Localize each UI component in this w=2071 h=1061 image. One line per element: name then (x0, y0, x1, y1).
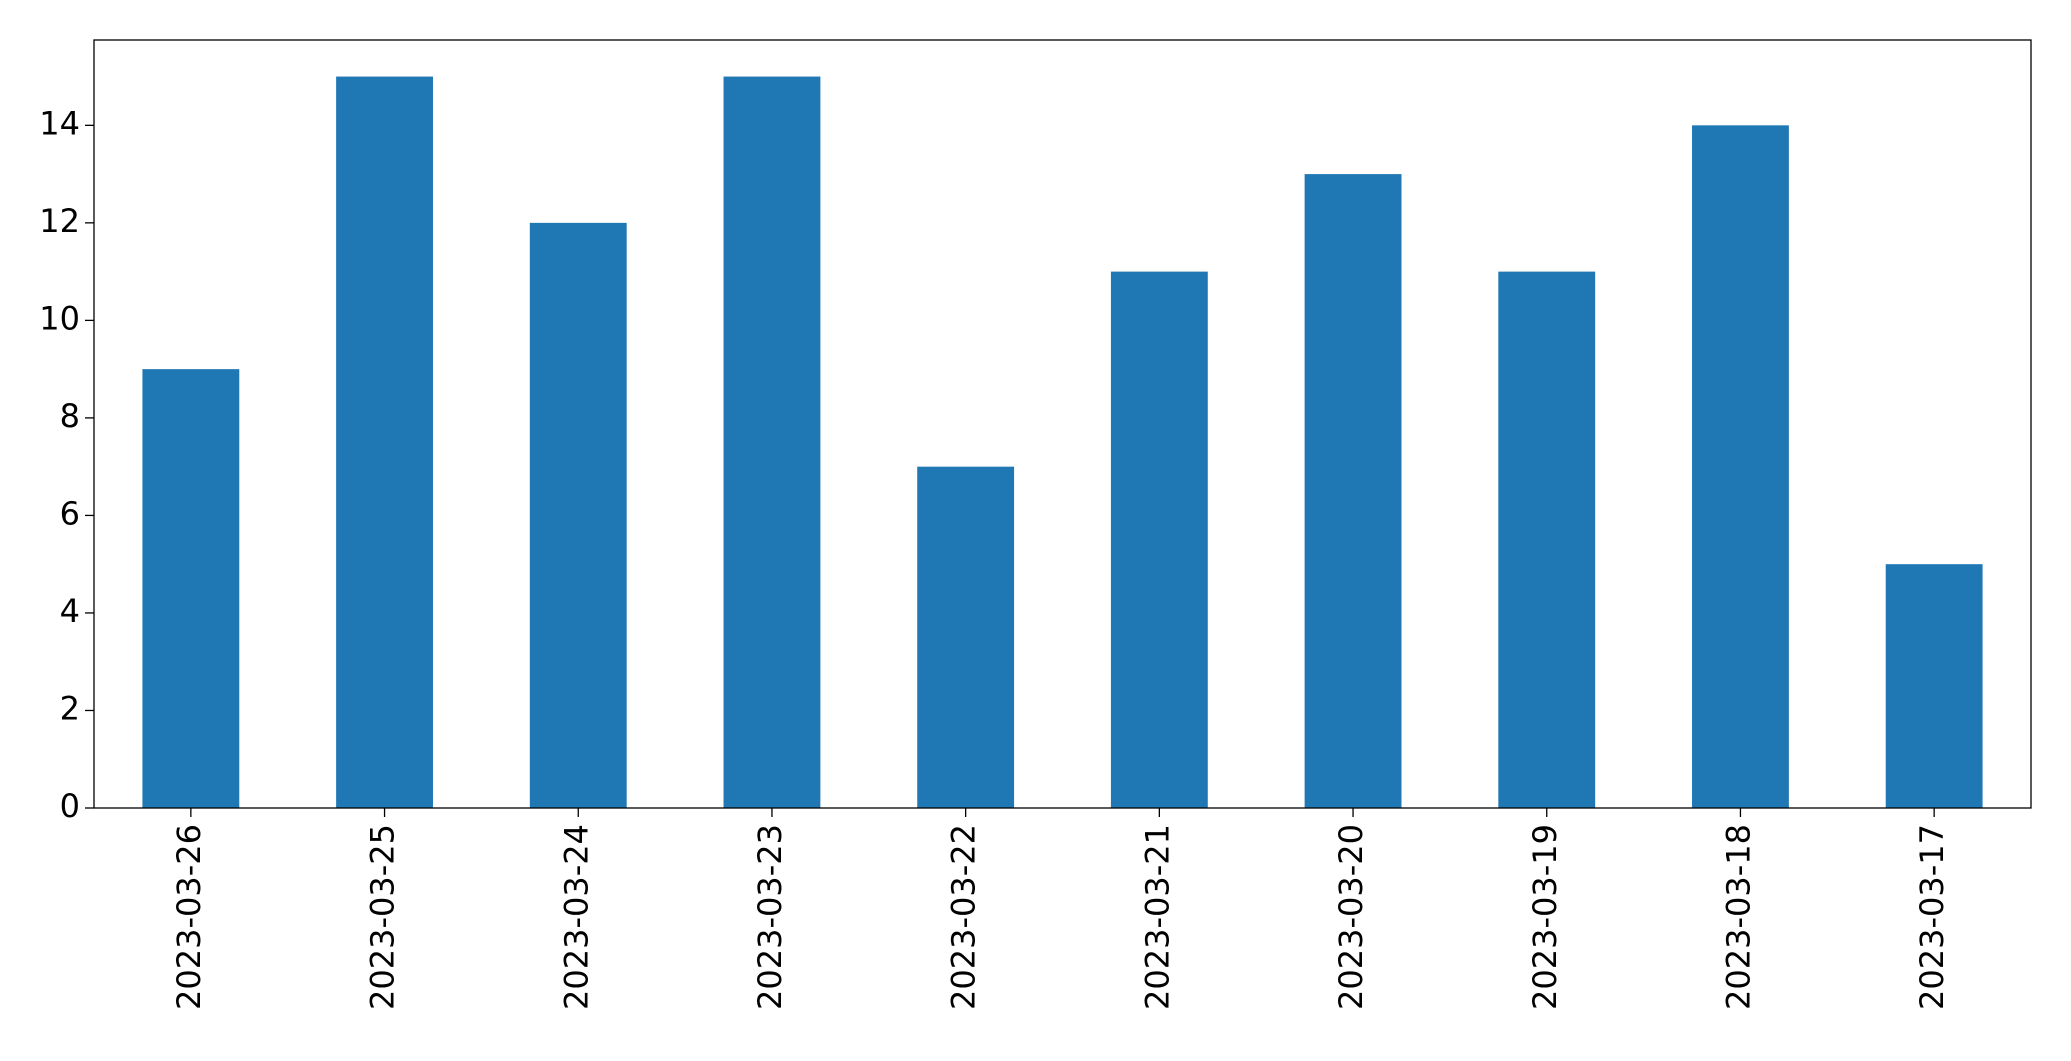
plot-frame (93, 39, 2032, 809)
x-tick-label: 2023-03-19 (1526, 824, 1564, 1010)
bar (1692, 125, 1789, 809)
bar (723, 76, 821, 809)
y-tick-label: 0 (60, 787, 80, 825)
x-tick-label: 2023-03-25 (364, 824, 402, 1010)
x-tick-label: 2023-03-26 (170, 824, 208, 1010)
x-tick-label: 2023-03-17 (1913, 824, 1951, 1010)
bar (1110, 271, 1208, 809)
bar (142, 369, 240, 808)
y-tick-label: 6 (60, 494, 80, 532)
y-tick-label: 10 (39, 299, 80, 337)
y-tick-label: 8 (60, 397, 80, 435)
x-tick-label: 2023-03-24 (557, 824, 595, 1010)
y-tick-label: 4 (60, 592, 80, 630)
x-tick-label: 2023-03-23 (751, 824, 789, 1010)
bar (529, 222, 627, 808)
y-tick-label: 2 (60, 689, 80, 727)
y-tick-label: 14 (39, 104, 80, 142)
y-tick-label: 12 (39, 202, 80, 240)
bar (1498, 271, 1596, 809)
x-tick-label: 2023-03-21 (1138, 824, 1176, 1010)
x-tick-label: 2023-03-20 (1332, 824, 1370, 1010)
bar (917, 466, 1015, 808)
bar (1304, 174, 1402, 809)
bar (336, 76, 433, 809)
x-tick-label: 2023-03-18 (1719, 824, 1757, 1010)
bar (1885, 564, 1983, 808)
x-tick-label: 2023-03-22 (945, 824, 983, 1010)
